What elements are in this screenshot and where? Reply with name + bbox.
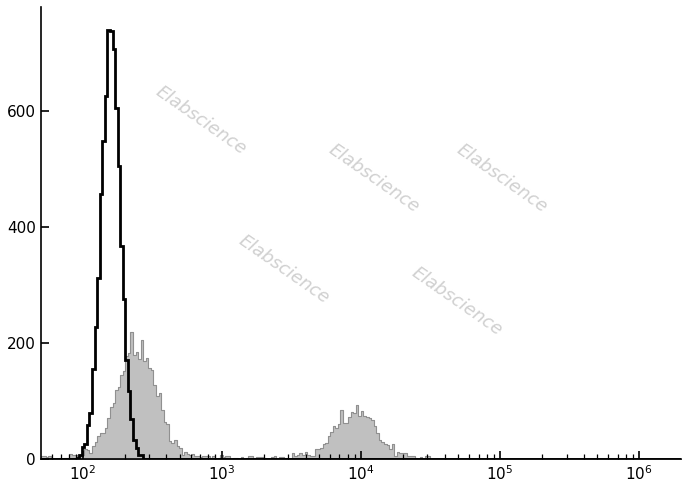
Text: Elabscience: Elabscience — [408, 263, 506, 339]
Text: Elabscience: Elabscience — [325, 141, 422, 217]
Text: Elabscience: Elabscience — [453, 141, 550, 217]
Text: Elabscience: Elabscience — [235, 231, 333, 307]
Text: Elabscience: Elabscience — [152, 82, 250, 158]
